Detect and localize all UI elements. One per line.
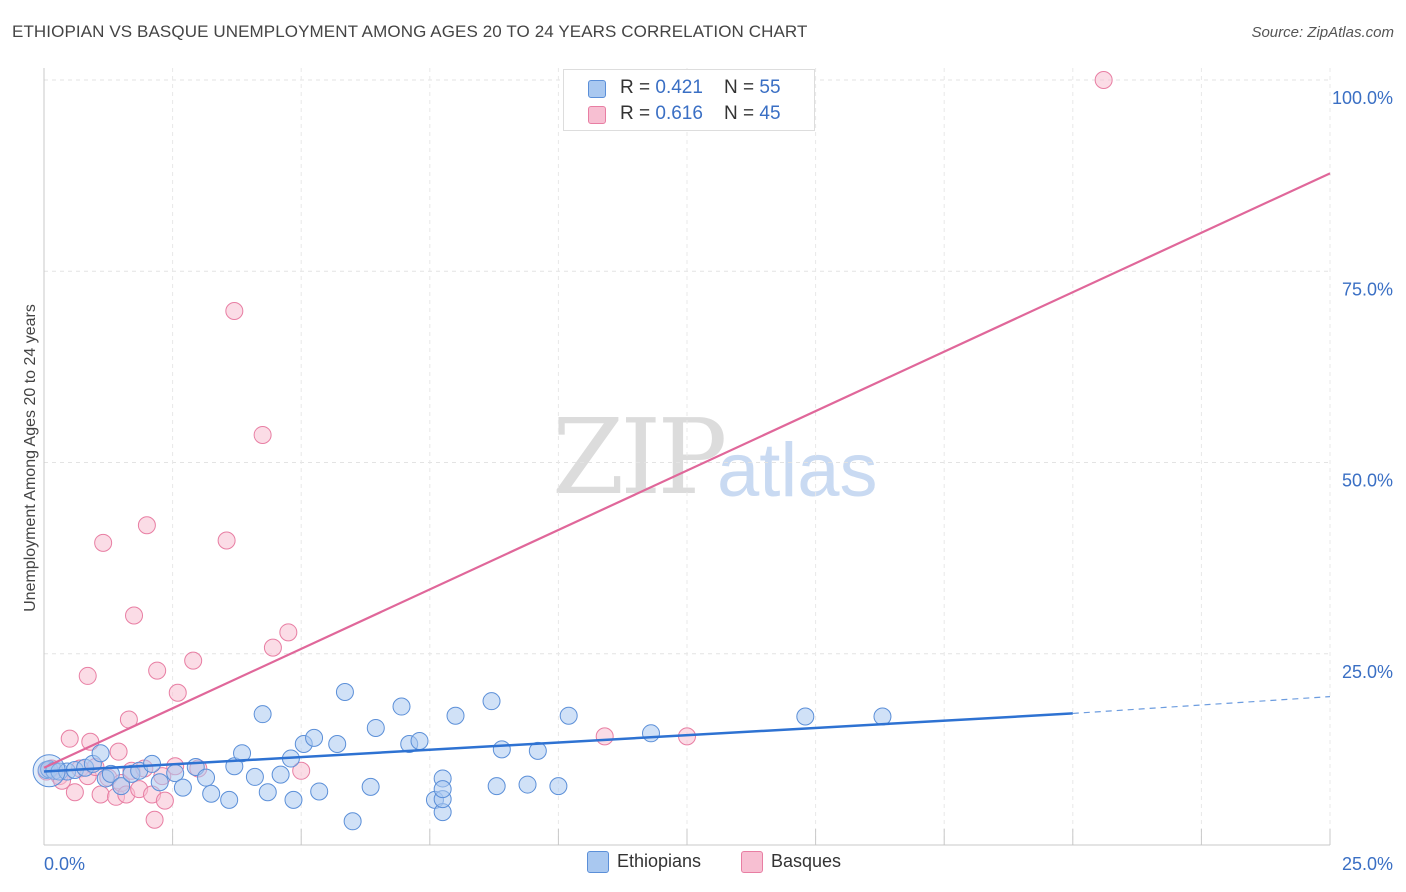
ethiopians-point (173, 778, 192, 797)
ethiopians-trend-extension (1072, 695, 1331, 715)
tick-labels: 25.0% 50.0% 75.0% 100.0% 0.0% 25.0% (44, 88, 1393, 874)
x-tick-label-min: 0.0% (44, 854, 85, 874)
basques-point (148, 661, 167, 680)
ethiopians-point (410, 731, 429, 750)
y-tick-label-0: 25.0% (1342, 662, 1393, 682)
legend-r-basques: 0.616 (655, 103, 703, 124)
ethiopians-point (91, 744, 110, 763)
basques-point (137, 516, 156, 535)
bottom-legend-ethiopians-label: Ethiopians (617, 851, 702, 871)
basques-point (263, 638, 282, 657)
trend-lines (43, 172, 1331, 773)
basques-point (155, 791, 174, 810)
ethiopians-trend-line (43, 712, 1073, 773)
basques-point (78, 666, 97, 685)
ethiopians-point (253, 705, 272, 724)
x-tick-label-max: 25.0% (1342, 854, 1393, 874)
legend-n-label: N = (724, 103, 760, 124)
basques-point (168, 683, 187, 702)
basques-point (91, 785, 110, 804)
ethiopians-point (492, 740, 511, 759)
ethiopians-point (433, 780, 452, 799)
bottom-swatch-pink (741, 851, 763, 874)
ethiopians-point (258, 783, 277, 802)
correlation-legend: R = 0.421 N = 55 R = 0.616 N = 45 (563, 69, 815, 131)
ethiopians-point (150, 773, 169, 792)
ethiopians-point (271, 765, 290, 784)
legend-r-label: R = (620, 77, 656, 98)
watermark-atlas: atlas (717, 428, 878, 513)
ethiopians-point (641, 724, 660, 743)
ethiopians-point (284, 790, 303, 809)
bottom-legend-basques: Basques (741, 851, 842, 874)
bottom-legend-ethiopians: Ethiopians (587, 851, 702, 874)
basques-point (1094, 71, 1113, 89)
basques-trend-line (43, 172, 1331, 769)
chart-title: ETHIOPIAN VS BASQUE UNEMPLOYMENT AMONG A… (12, 22, 808, 41)
ethiopians-point (328, 735, 347, 754)
ethiopians-point (873, 707, 892, 726)
legend-n-basques: 45 (759, 103, 781, 124)
y-tick-label-1: 50.0% (1342, 471, 1393, 491)
legend-r-ethiopians: 0.421 (655, 77, 703, 98)
axes (43, 68, 1331, 846)
ethiopians-point (549, 777, 568, 796)
ethiopians-point (112, 777, 131, 796)
legend-n-label: N = (724, 77, 760, 98)
y-tick-label-3: 100.0% (1332, 88, 1393, 108)
ethiopians-point (197, 768, 216, 787)
ethiopians-point (202, 784, 221, 803)
ethiopians-points (32, 683, 892, 831)
ethiopians-point (518, 775, 537, 794)
ethiopians-point (305, 728, 324, 747)
watermark-zip: ZIP (552, 396, 727, 518)
ethiopians-point (220, 790, 239, 809)
basques-point (60, 729, 79, 748)
ethiopians-point (361, 777, 380, 796)
basques-point (184, 651, 203, 670)
ethiopians-point (392, 697, 411, 716)
legend-r-label: R = (620, 103, 656, 124)
ethiopians-point (487, 777, 506, 796)
legend-text-basques: R = 0.616 N = 45 (620, 103, 781, 125)
ethiopians-point (343, 812, 362, 831)
ethiopians-point (335, 683, 354, 701)
y-tick-label-2: 75.0% (1342, 279, 1393, 299)
basques-point (109, 742, 128, 761)
legend-swatch-blue (588, 80, 606, 98)
source-credit: Source: ZipAtlas.com (1251, 24, 1394, 41)
bottom-swatch-blue (587, 851, 609, 874)
legend-n-ethiopians: 55 (759, 77, 781, 98)
basques-point (94, 533, 113, 552)
ethiopians-point (559, 706, 578, 725)
basques-point (279, 623, 298, 642)
basques-point (125, 606, 144, 625)
basques-point (65, 783, 84, 802)
basques-point (225, 302, 244, 321)
basques-point (217, 531, 236, 550)
ethiopians-point (482, 692, 501, 711)
basques-point (145, 810, 164, 829)
legend-text-ethiopians: R = 0.421 N = 55 (620, 77, 781, 99)
basques-point (595, 727, 614, 746)
ethiopians-point (101, 764, 120, 783)
basques-point (253, 425, 272, 444)
ethiopians-point (233, 744, 252, 763)
ethiopians-point (446, 706, 465, 725)
legend-swatch-pink (588, 106, 606, 124)
ethiopians-point (366, 718, 385, 737)
ethiopians-point (310, 782, 329, 801)
ethiopians-point (796, 707, 815, 726)
basques-point (292, 761, 311, 780)
ethiopians-point (245, 767, 264, 786)
gridlines (44, 68, 1331, 845)
bottom-legend-basques-label: Basques (771, 851, 842, 871)
